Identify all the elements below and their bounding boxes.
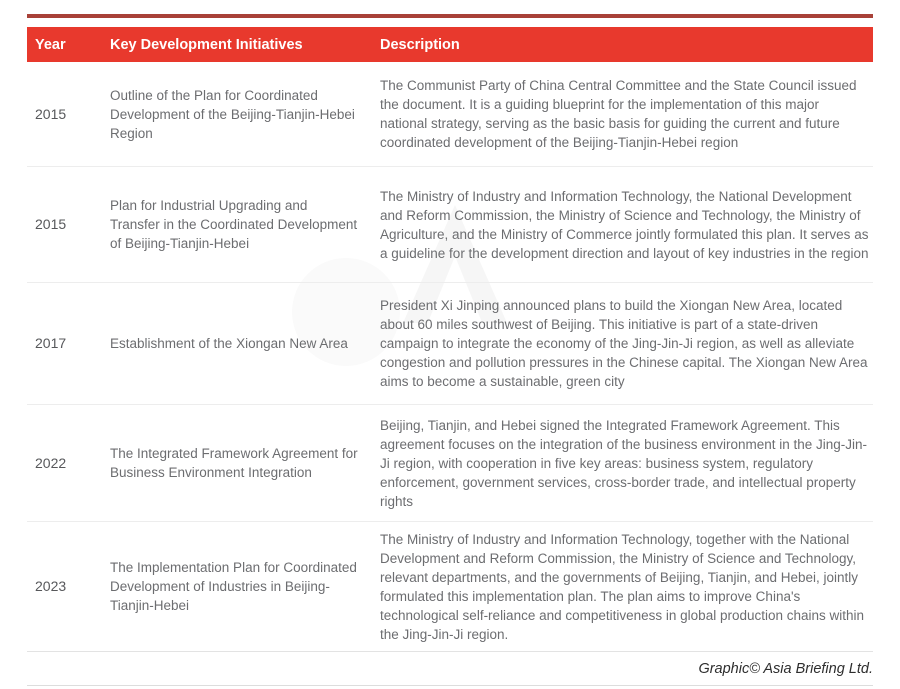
initiative-cell: Establishment of the Xiongan New Area — [110, 336, 348, 351]
description-cell: President Xi Jinping announced plans to … — [380, 298, 868, 389]
initiative-cell: The Integrated Framework Agreement for B… — [110, 446, 358, 480]
table-row: 2023 The Implementation Plan for Coordin… — [27, 522, 873, 652]
initiative-cell: Plan for Industrial Upgrading and Transf… — [110, 198, 358, 251]
column-header-initiatives: Key Development Initiatives — [110, 36, 303, 53]
footer: Graphic© Asia Briefing Ltd. — [27, 652, 873, 685]
year-cell: 2017 — [35, 335, 67, 351]
year-cell: 2022 — [35, 454, 67, 471]
description-cell: The Communist Party of China Central Com… — [380, 78, 857, 150]
table-row: 2015 Outline of the Plan for Coordinated… — [27, 62, 873, 167]
description-cell: Beijing, Tianjin, and Hebei signed the I… — [380, 417, 868, 509]
watermark-circle-shape — [292, 258, 400, 366]
top-accent-bar — [27, 14, 873, 18]
column-header-year: Year — [35, 36, 66, 53]
initiative-cell: The Implementation Plan for Coordinated … — [110, 560, 357, 613]
table-row: 2017 Establishment of the Xiongan New Ar… — [27, 283, 873, 405]
year-cell: 2015 — [35, 216, 67, 232]
table-row: 2015 Plan for Industrial Upgrading and T… — [27, 167, 873, 283]
year-cell: 2023 — [35, 578, 67, 594]
column-header-description: Description — [380, 36, 460, 53]
bottom-border-line — [27, 685, 873, 686]
table-content: Year Key Development Initiatives Descrip… — [27, 14, 873, 685]
table-header-row: Year Key Development Initiatives Descrip… — [27, 27, 873, 62]
description-cell: The Ministry of Industry and Information… — [380, 188, 869, 261]
table-row: 2022 The Integrated Framework Agreement … — [27, 405, 873, 522]
watermark-chevron-logo — [403, 205, 507, 323]
year-cell: 2015 — [35, 105, 67, 122]
initiative-cell: Outline of the Plan for Coordinated Deve… — [110, 87, 355, 141]
credit-text: Graphic© Asia Briefing Ltd. — [698, 661, 873, 677]
description-cell: The Ministry of Industry and Information… — [380, 531, 865, 642]
